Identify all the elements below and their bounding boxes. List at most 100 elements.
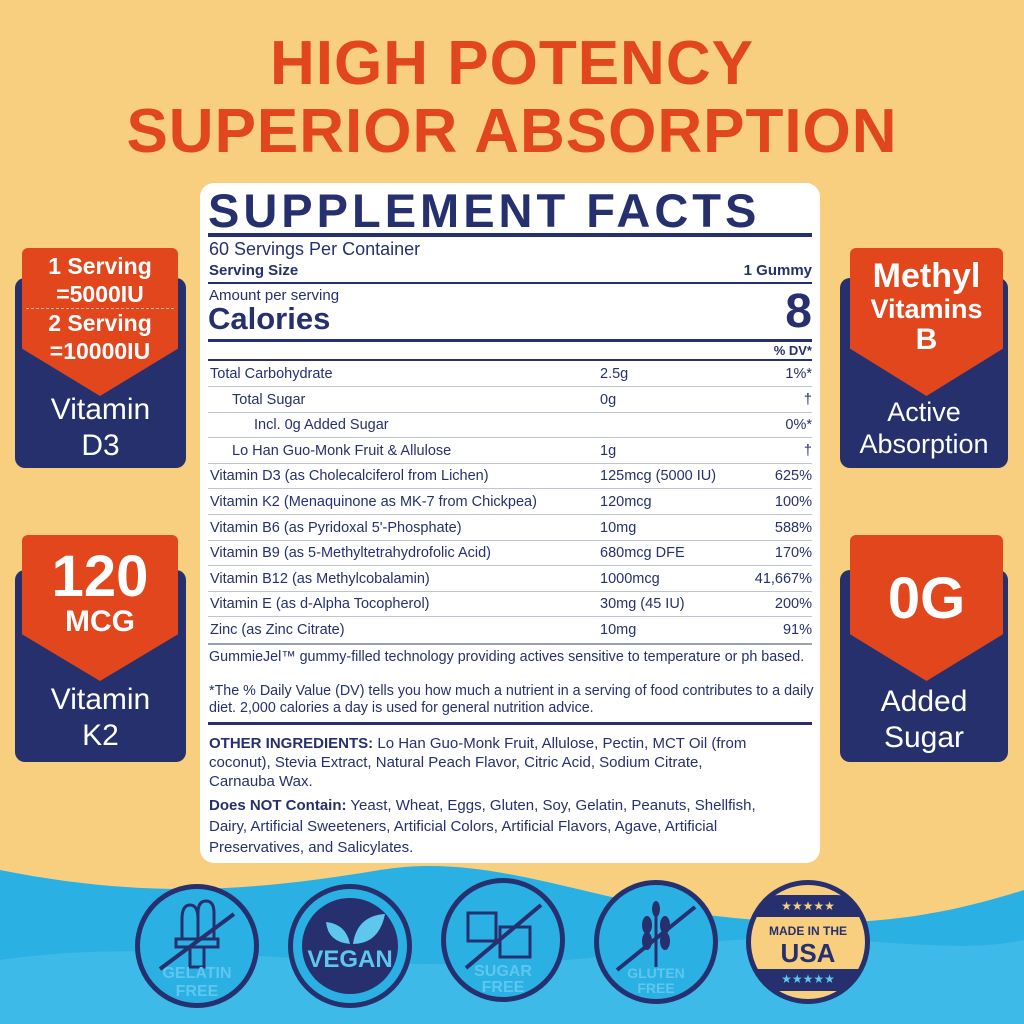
k2-amount: 120 (51, 544, 149, 609)
methyl-line: B (915, 323, 938, 356)
methyl-line: Methyl (872, 257, 981, 295)
nutrient-dv: † (803, 391, 812, 408)
nutrient-amount: 10mg (600, 622, 637, 638)
row-divider (208, 514, 812, 515)
icon-label: VEGAN (307, 946, 393, 973)
methyl-name: Absorption (859, 429, 989, 459)
nutrient-name: Vitamin E (as d-Alpha Tocopherol) (210, 596, 430, 613)
nutrient-dv: 41,667% (754, 570, 812, 587)
calories-value: 8 (785, 285, 812, 338)
nutrient-row: Vitamin B12 (as Methylcobalamin) 1000mcg 4… (208, 566, 812, 591)
d3-name: D3 (81, 429, 120, 462)
d3-line: 2 Serving (48, 310, 152, 336)
nutrient-dv: 170% (774, 545, 812, 562)
other-ingredients-text: Lo Han Guo-Monk Fruit, Allulose, Pectin,… (209, 735, 747, 790)
icon-label: FREE (637, 980, 675, 996)
row-divider (208, 539, 812, 541)
supplement-facts-panel (200, 183, 820, 863)
divider (208, 339, 812, 342)
vegan-leaf-icon: VEGAN (288, 884, 412, 1008)
nutrient-row: Vitamin D3 (as Cholecalciferol from Lich… (208, 463, 812, 488)
nutrient-dv: 625% (774, 468, 812, 485)
d3-line: =10000IU (49, 338, 151, 364)
d3-line: 1 Serving (48, 253, 152, 279)
nutrient-dv: 91% (782, 622, 812, 638)
nutrient-name: Total Sugar (232, 391, 306, 408)
wheat-icon: GLUTEN FREE (594, 880, 718, 1004)
nutrient-dv: 200% (774, 596, 812, 613)
nutrient-row: Total Carbohydrate 2.5g 1%* (208, 361, 812, 386)
nutrient-amount: 0g (600, 391, 617, 408)
calories-label: Calories (208, 301, 331, 336)
divider (208, 359, 812, 361)
stars: ★★★★★ (757, 895, 859, 917)
amount-per-serving: Amount per serving (209, 287, 340, 304)
icon-label: GLUTEN (627, 965, 685, 981)
row-divider (208, 462, 812, 464)
divider (208, 233, 812, 237)
d3-line: =5000IU (56, 281, 144, 307)
nutrient-dv: 0%* (785, 417, 812, 434)
icon-label: FREE (481, 979, 525, 996)
nutrient-name: Vitamin B9 (as 5-Methyltetrahydrofolic A… (210, 545, 491, 562)
sugar-name: Sugar (883, 721, 965, 754)
row-divider (208, 437, 812, 439)
divider (208, 722, 812, 725)
headline-line-1: HIGH POTENCY (270, 29, 754, 98)
icon-label: SUGAR (474, 963, 532, 980)
nutrient-dv: † (803, 442, 812, 459)
methyl-banner: Methyl Vitamins B (850, 248, 1003, 396)
row-divider (208, 565, 812, 567)
icon-label: GELATIN (162, 965, 232, 982)
icon-label: FREE (175, 983, 219, 1000)
does-not-contain-label: Does NOT Contain: (209, 797, 347, 814)
nutrient-amount: 125mcg (5000 IU) (600, 468, 717, 485)
methyl-name: Active (887, 397, 961, 427)
divider (208, 282, 812, 284)
nutrient-amount: 1g (600, 442, 617, 459)
row-divider (208, 411, 812, 413)
other-ingredients: OTHER INGREDIENTS: Lo Han Guo-Monk Fruit… (209, 734, 754, 791)
nutrient-amount: 120mcg (600, 494, 652, 510)
nutrient-amount: 680mcg DFE (600, 545, 685, 562)
headline-line-2: SUPERIOR ABSORPTION (126, 97, 898, 166)
k2-name: K2 (82, 719, 119, 752)
sugar-cube-icon: SUGAR FREE (441, 878, 565, 1002)
does-not-contain: Does NOT Contain: Yeast, Wheat, Eggs, Gl… (209, 795, 789, 858)
dv-header: % DV* (773, 343, 812, 358)
icon-label: MADE IN THE (769, 924, 847, 938)
nutrient-name: Vitamin B12 (as Methylcobalamin) (210, 570, 430, 587)
k2-unit: MCG (65, 605, 135, 638)
does-not-contain-text: Yeast, Wheat, Eggs, Gluten, Soy, Gelatin… (209, 797, 756, 856)
nutrient-name: Total Carbohydrate (210, 366, 333, 382)
nutrient-row: Vitamin B6 (as Pyridoxal 5'-Phosphate) 10… (208, 515, 812, 540)
nutrient-dv: 100% (774, 494, 812, 510)
nutrient-name: Vitamin K2 (Menaquinone as MK-7 from Chi… (210, 494, 537, 510)
nutrient-name: Vitamin D3 (as Cholecalciferol from Lich… (210, 468, 489, 485)
divider (208, 643, 812, 645)
nutrient-name: Lo Han Guo-Monk Fruit & Allulose (232, 442, 452, 459)
nutrient-amount: 2.5g (600, 366, 629, 382)
nutrient-row: Vitamin E (as d-Alpha Tocopherol) 30mg (4… (208, 591, 812, 616)
sugar-amount: 0G (887, 566, 966, 631)
gelatin-free-icon: GELATIN FREE (135, 884, 259, 1008)
nutrient-row: Zinc (as Zinc Citrate) 10mg 91% (208, 617, 812, 642)
row-divider (208, 590, 812, 592)
nutrient-name: Incl. 0g Added Sugar (254, 417, 389, 434)
row-divider (208, 386, 812, 387)
facts-title: SUPPLEMENT FACTS (208, 184, 761, 237)
nutrient-amount: 10mg (600, 519, 637, 536)
methyl-line: Vitamins (870, 294, 983, 324)
nutrient-amount: 1000mcg (600, 570, 660, 587)
nutrient-row: Vitamin K2 (Menaquinone as MK-7 from Chi… (208, 489, 812, 514)
other-ingredients-label: OTHER INGREDIENTS: (209, 735, 374, 752)
sugar-name: Added (880, 685, 968, 718)
k2-name: Vitamin (50, 683, 151, 716)
nutrient-name: Zinc (as Zinc Citrate) (210, 622, 345, 638)
d3-name: Vitamin (50, 393, 151, 426)
nutrient-dv: 1%* (785, 366, 812, 382)
gummiejel-note: GummieJel™ gummy-filled technology provi… (209, 649, 805, 665)
d3-dose-banner: 1 Serving =5000IU 2 Serving =10000IU (22, 248, 178, 396)
nutrient-row: Total Sugar 0g † (208, 387, 812, 412)
made-in-usa-icon: ★★★★★ MADE IN THE USA ★★★★★ (746, 880, 870, 1004)
